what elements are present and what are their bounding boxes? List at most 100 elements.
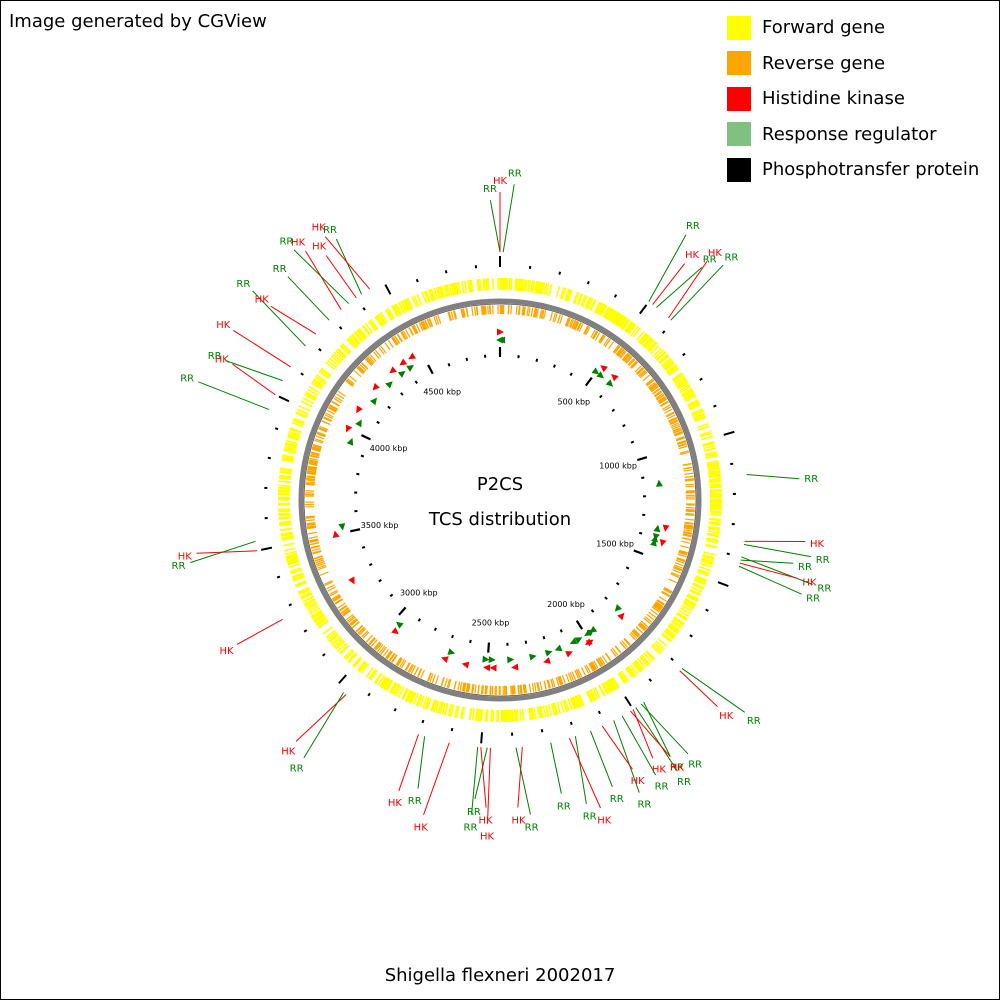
reverse-gene-tick bbox=[394, 335, 401, 344]
forward-gene-tick bbox=[610, 677, 619, 689]
legend-item-reverse-gene: Reverse gene bbox=[727, 46, 979, 82]
feature-callout-line bbox=[305, 250, 342, 310]
reverse-gene-tick bbox=[684, 478, 694, 481]
inner-scale-tick bbox=[542, 635, 546, 640]
reverse-gene-tick bbox=[319, 425, 329, 431]
reverse-gene-tick bbox=[486, 685, 488, 695]
reverse-gene-tick bbox=[603, 337, 610, 346]
response-regulator-swatch-icon bbox=[727, 122, 751, 147]
reverse-gene-tick bbox=[341, 608, 350, 616]
forward-gene-tick bbox=[454, 705, 459, 718]
reverse-gene-tick bbox=[536, 682, 540, 692]
forward-gene-tick bbox=[616, 315, 625, 326]
reverse-gene-tick bbox=[663, 406, 672, 412]
response-regulator-label: RR bbox=[279, 237, 293, 248]
forward-gene-tick bbox=[706, 462, 719, 466]
forward-gene-tick bbox=[691, 409, 704, 416]
feature-callout-line bbox=[293, 249, 349, 304]
reverse-gene-tick bbox=[534, 308, 537, 318]
histidine-kinase-marker bbox=[348, 576, 355, 585]
forward-gene-tick bbox=[454, 282, 459, 295]
forward-gene-tick bbox=[676, 613, 687, 621]
forward-gene-tick bbox=[679, 384, 691, 392]
reverse-gene-tick bbox=[476, 306, 479, 316]
reverse-gene-tick bbox=[565, 317, 571, 327]
forward-gene-tick bbox=[312, 379, 324, 388]
reverse-gene-tick bbox=[588, 663, 594, 672]
reverse-gene-tick bbox=[576, 322, 582, 331]
reverse-gene-tick bbox=[391, 654, 398, 663]
reverse-gene-tick bbox=[397, 333, 403, 342]
reverse-gene-tick bbox=[590, 661, 597, 671]
forward-gene-tick bbox=[707, 530, 720, 534]
inner-scale-tick bbox=[625, 566, 630, 570]
reverse-gene-tick bbox=[599, 656, 606, 665]
reverse-gene-tick bbox=[306, 477, 316, 481]
forward-gene-tick bbox=[320, 368, 331, 377]
forward-gene-tick bbox=[706, 460, 719, 464]
inner-scale-tick bbox=[387, 405, 391, 410]
forward-gene-tick bbox=[709, 480, 722, 484]
histidine-kinase-marker bbox=[489, 664, 497, 672]
reverse-gene-tick bbox=[675, 435, 685, 441]
forward-gene-tick bbox=[680, 385, 692, 394]
forward-gene-tick bbox=[279, 470, 292, 474]
forward-gene-tick bbox=[295, 411, 308, 418]
inner-scale-tick bbox=[552, 364, 556, 368]
response-regulator-label: RR bbox=[467, 807, 481, 818]
forward-gene-tick bbox=[443, 284, 448, 297]
forward-gene-tick bbox=[281, 535, 294, 540]
reverse-gene-tick bbox=[392, 336, 399, 345]
forward-gene-tick bbox=[555, 285, 561, 298]
reverse-gene-tick bbox=[585, 664, 591, 674]
reverse-gene-tick bbox=[461, 308, 465, 318]
forward-gene-tick bbox=[393, 684, 401, 696]
histidine-kinase-swatch-icon bbox=[727, 86, 751, 111]
reverse-gene-tick bbox=[358, 628, 367, 636]
forward-gene-tick bbox=[658, 354, 669, 364]
forward-gene-tick bbox=[617, 673, 626, 684]
forward-gene-tick bbox=[654, 349, 665, 359]
reverse-gene-tick bbox=[676, 440, 686, 444]
reverse-gene-tick bbox=[617, 349, 625, 357]
forward-gene-tick bbox=[708, 477, 722, 481]
reverse-gene-tick bbox=[341, 607, 350, 614]
reverse-gene-tick bbox=[565, 673, 570, 683]
forward-gene-tick bbox=[643, 337, 653, 348]
reverse-gene-tick bbox=[652, 388, 661, 395]
backbone-ring bbox=[298, 298, 702, 702]
scale-label: 4500 kbp bbox=[423, 387, 461, 396]
reverse-gene-tick bbox=[391, 337, 398, 346]
legend-label: Response regulator bbox=[762, 123, 937, 145]
forward-gene-tick bbox=[311, 610, 323, 619]
reverse-gene-tick bbox=[658, 398, 668, 405]
inner-scale-tick bbox=[599, 394, 603, 399]
forward-gene-tick bbox=[630, 325, 640, 337]
forward-gene-tick bbox=[422, 696, 428, 709]
forward-gene-tick bbox=[618, 672, 628, 683]
reverse-gene-tick bbox=[683, 530, 693, 534]
forward-gene-tick bbox=[334, 639, 345, 649]
forward-gene-tick bbox=[322, 626, 334, 635]
reverse-gene-tick bbox=[324, 581, 334, 587]
reverse-gene-tick bbox=[391, 654, 398, 663]
response-regulator-marker bbox=[554, 644, 563, 652]
forward-gene-tick bbox=[698, 566, 711, 572]
forward-gene-tick bbox=[306, 603, 318, 611]
response-regulator-marker bbox=[569, 637, 578, 645]
response-regulator-marker bbox=[369, 397, 378, 406]
feature-callout-line bbox=[198, 381, 270, 411]
response-regulator-label: RR bbox=[408, 796, 422, 807]
forward-gene-tick bbox=[661, 633, 672, 643]
reverse-gene-tick bbox=[397, 657, 403, 667]
forward-gene-tick bbox=[707, 467, 720, 472]
reverse-gene-tick bbox=[306, 472, 316, 476]
reverse-gene-tick bbox=[364, 358, 372, 366]
forward-gene-tick bbox=[671, 619, 683, 628]
reverse-gene-tick bbox=[510, 305, 513, 315]
forward-gene-tick bbox=[287, 432, 300, 438]
forward-gene-tick bbox=[621, 319, 631, 330]
forward-gene-tick bbox=[283, 449, 296, 454]
outer-scale-tick bbox=[318, 348, 322, 352]
forward-gene-tick bbox=[358, 662, 368, 673]
